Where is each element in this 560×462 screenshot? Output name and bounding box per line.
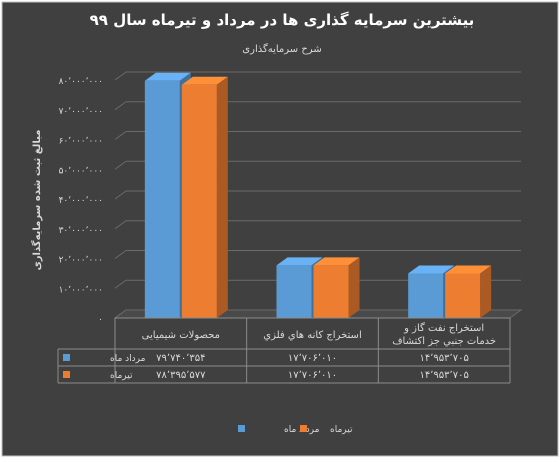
bar-top xyxy=(181,76,228,85)
bar-top xyxy=(276,257,323,266)
legend-swatch xyxy=(238,425,245,432)
y-tick-label: ۸۰٬۰۰۰٬۰۰۰ xyxy=(59,77,103,87)
y-tick-label: ۷۰٬۰۰۰٬۰۰۰ xyxy=(59,107,103,117)
y-tick-label: ۲۰٬۰۰۰٬۰۰۰ xyxy=(59,256,103,266)
y-tick-label: ۵۰٬۰۰۰٬۰۰۰ xyxy=(59,166,103,176)
bar xyxy=(181,84,217,318)
legend-swatch xyxy=(300,425,307,432)
y-tick-label: ۶۰٬۰۰۰٬۰۰۰ xyxy=(59,137,103,147)
data-label: ۱۴٬۹۵۳٬۷۰۵ xyxy=(420,353,469,364)
table-legend-swatch xyxy=(63,354,70,361)
bar-side xyxy=(480,265,492,318)
gridline-side xyxy=(114,279,127,289)
bar-top xyxy=(313,257,360,266)
x-tick-label: استخراج نفت گاز و xyxy=(403,322,484,334)
table-series-name: مرداد ماه xyxy=(110,354,146,364)
gridline-side xyxy=(114,101,127,111)
y-axis-title: مبالغ ثبت شده سرمایه‌گذاری xyxy=(30,130,43,271)
x-tick-label: استخراج کانه هاي فلزي xyxy=(263,330,361,341)
x-tick-label: محصولات شیمیایی xyxy=(142,330,220,341)
y-tick-label: ۳۰٬۰۰۰٬۰۰۰ xyxy=(59,226,103,236)
bar xyxy=(445,273,481,318)
gridline-side xyxy=(114,250,127,259)
x-axis-title: شرح سرمایه‌گذاری xyxy=(242,43,321,55)
y-tick-label: ۴۰٬۰۰۰٬۰۰۰ xyxy=(59,196,103,206)
data-label: ۱۷٬۷۰۶٬۰۱۰ xyxy=(288,370,337,381)
table-legend-swatch xyxy=(63,371,70,378)
bar-side xyxy=(216,76,228,318)
gridline-side xyxy=(114,71,127,81)
chart-title: بیشترین سرمایه گذاری ها در مرداد و تیرما… xyxy=(90,11,475,29)
bar-top xyxy=(144,72,191,81)
data-label: ۷۹٬۷۴۰٬۳۵۴ xyxy=(156,353,205,364)
x-tick-label: خدمات جنبي جز اكتشاف xyxy=(392,336,496,347)
table-series-name: تیرماه xyxy=(110,371,133,381)
y-tick-label: ۱۰٬۰۰۰٬۰۰۰ xyxy=(59,285,103,295)
data-label: ۱۴٬۹۵۳٬۷۰۵ xyxy=(420,370,469,381)
bar-side xyxy=(348,257,360,318)
bar xyxy=(408,273,444,318)
gridline-side xyxy=(114,160,127,170)
gridline-side xyxy=(114,131,127,140)
bar-top xyxy=(408,265,455,274)
gridline-side xyxy=(114,190,127,200)
legend-label: تیرماه xyxy=(330,425,353,435)
bar xyxy=(313,265,349,318)
y-tick-label: ۰ xyxy=(98,315,103,325)
data-label: ۱۷٬۷۰۶٬۰۱۰ xyxy=(288,353,337,364)
gridline-side xyxy=(114,220,127,230)
bar-top xyxy=(445,265,492,274)
bar xyxy=(276,265,312,318)
data-label: ۷۸٬۳۹۵٬۵۷۷ xyxy=(156,370,206,381)
bar xyxy=(144,80,180,318)
